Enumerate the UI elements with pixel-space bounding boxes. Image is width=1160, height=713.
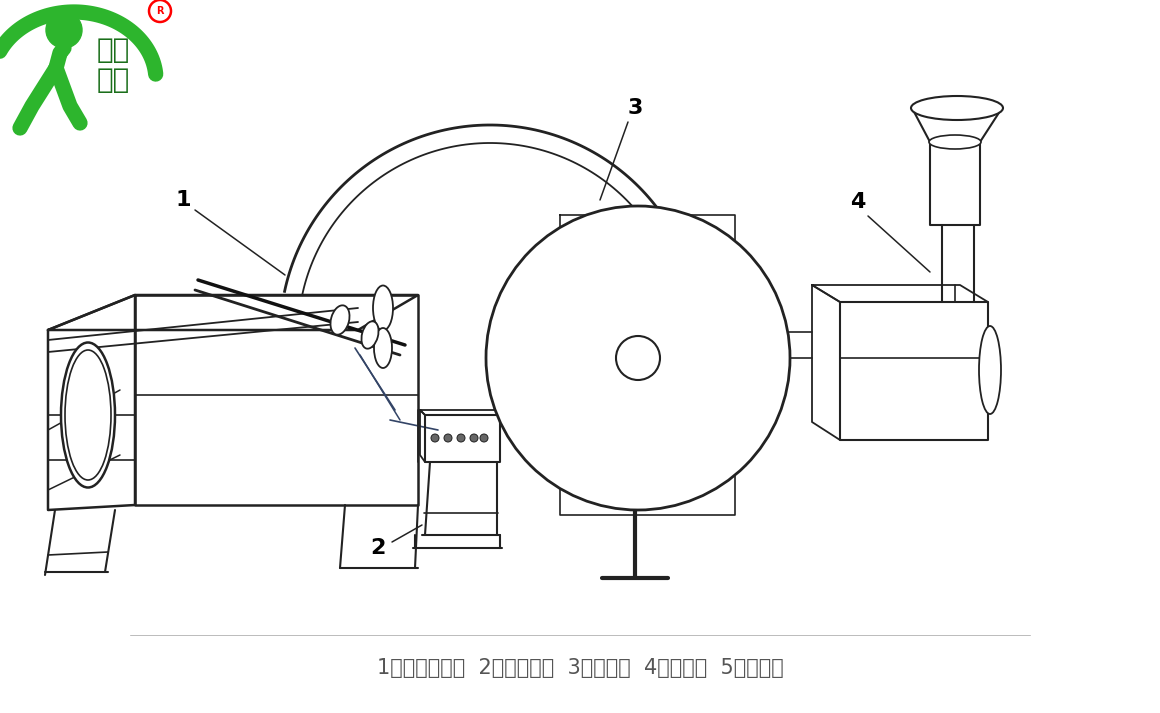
Text: 1: 1	[175, 190, 190, 210]
Circle shape	[432, 434, 438, 442]
Ellipse shape	[61, 342, 115, 488]
Ellipse shape	[362, 322, 378, 349]
Circle shape	[457, 434, 465, 442]
Circle shape	[616, 336, 660, 380]
Text: 凯迪: 凯迪	[97, 36, 130, 64]
Circle shape	[486, 206, 790, 510]
Text: 3: 3	[628, 98, 643, 118]
Ellipse shape	[374, 285, 393, 331]
Text: 2: 2	[370, 538, 385, 558]
Text: 4: 4	[850, 192, 865, 212]
Text: R: R	[157, 6, 164, 16]
Circle shape	[470, 434, 478, 442]
Ellipse shape	[374, 328, 392, 368]
Ellipse shape	[331, 305, 349, 334]
Text: 正大: 正大	[97, 66, 130, 94]
Circle shape	[46, 12, 82, 48]
Ellipse shape	[979, 326, 1001, 414]
Circle shape	[480, 434, 488, 442]
Text: 1、静电驻极棒  2、高压电源  3、接收辊  4、熔喷头  5、收卷辊: 1、静电驻极棒 2、高压电源 3、接收辊 4、熔喷头 5、收卷辊	[377, 658, 783, 678]
Ellipse shape	[911, 96, 1003, 120]
Ellipse shape	[929, 135, 981, 149]
Circle shape	[444, 434, 452, 442]
